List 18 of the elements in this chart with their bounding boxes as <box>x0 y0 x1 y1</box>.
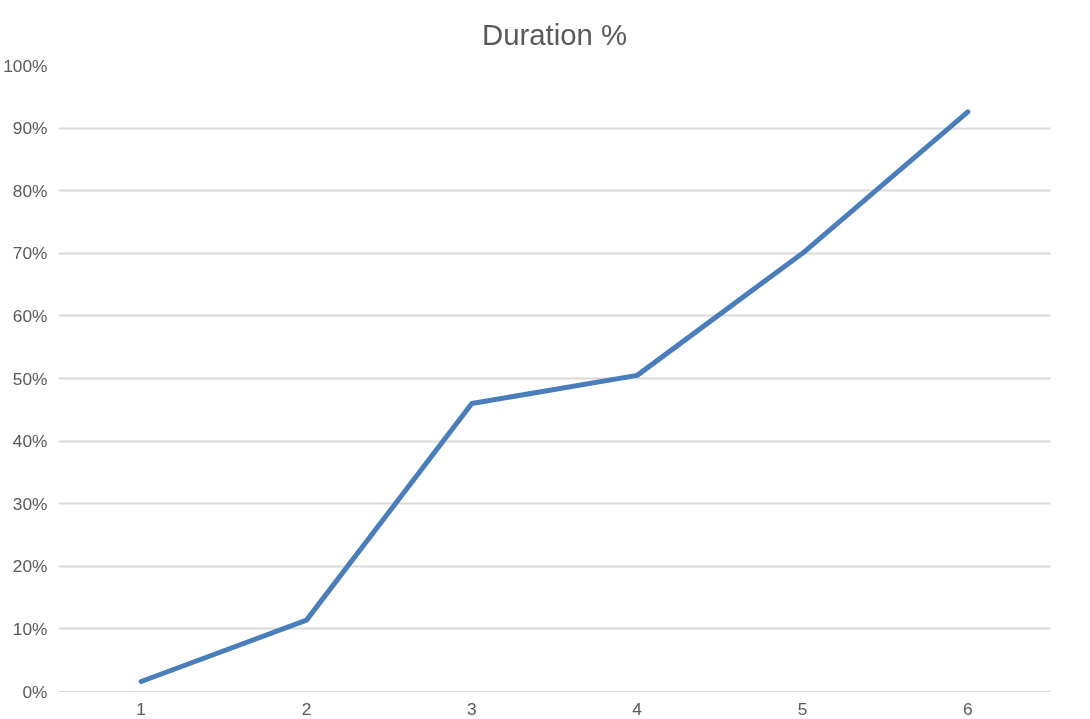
y-tick-label: 100% <box>3 55 48 76</box>
y-tick-label: 10% <box>12 618 48 639</box>
y-tick-label: 40% <box>12 431 48 452</box>
y-tick-label: 70% <box>12 243 48 264</box>
y-tick-label: 30% <box>12 493 48 514</box>
x-tick-label: 6 <box>963 698 973 719</box>
y-tick-label: 20% <box>12 556 48 577</box>
x-tick-label: 5 <box>797 698 808 719</box>
y-tick-label: 0% <box>22 681 48 702</box>
y-tick-label: 50% <box>12 368 48 389</box>
x-tick-label: 4 <box>632 698 643 719</box>
y-tick-label: 80% <box>12 180 48 201</box>
y-tick-label: 90% <box>12 118 48 139</box>
y-tick-label: 60% <box>12 305 48 326</box>
chart-title: Duration % <box>481 17 628 51</box>
x-tick-label: 1 <box>136 698 146 719</box>
x-tick-label: 3 <box>467 698 477 719</box>
x-tick-label: 2 <box>301 698 312 719</box>
